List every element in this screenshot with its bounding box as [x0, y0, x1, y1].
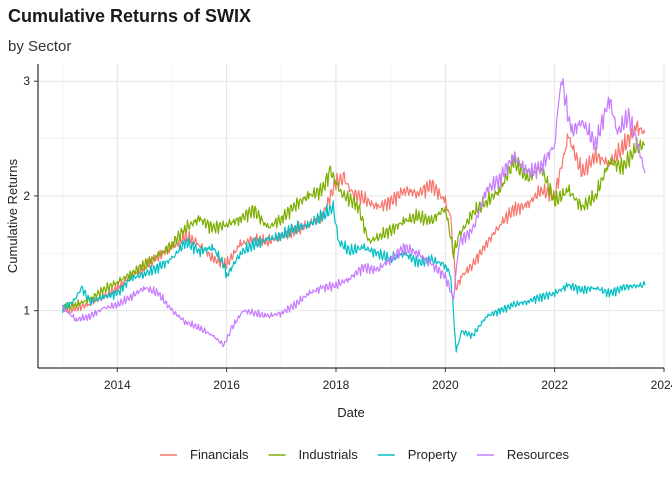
- y-axis-ticks: 1 2 3: [23, 74, 38, 318]
- series-line-industrials: [62, 136, 646, 312]
- x-tick-label: 2020: [432, 378, 459, 392]
- x-tick-label: 2024: [651, 378, 672, 392]
- legend-label-financials: Financials: [190, 447, 249, 462]
- x-axis-ticks: 2014 2016 2018 2020 2022 2024: [104, 368, 672, 392]
- gridlines: [38, 64, 665, 368]
- legend-label-property: Property: [408, 447, 458, 462]
- y-axis-label: Cumulative Returns: [5, 158, 20, 273]
- x-tick-label: 2018: [323, 378, 350, 392]
- y-tick-label: 2: [23, 189, 30, 203]
- x-axis-label: Date: [337, 405, 364, 420]
- legend-label-resources: Resources: [507, 447, 570, 462]
- x-tick-label: 2014: [104, 378, 131, 392]
- y-tick-label: 3: [23, 74, 30, 88]
- chart-title: Cumulative Returns of SWIX: [8, 6, 251, 26]
- chart-subtitle: by Sector: [8, 38, 71, 55]
- legend-label-industrials: Industrials: [299, 447, 359, 462]
- x-tick-label: 2022: [541, 378, 568, 392]
- series-lines: [62, 77, 646, 353]
- x-tick-label: 2016: [213, 378, 240, 392]
- series-line-financials: [62, 120, 646, 314]
- series-line-resources: [62, 77, 646, 348]
- series-line-property: [62, 200, 646, 353]
- y-tick-label: 1: [23, 304, 30, 318]
- legend: Financials Industrials Property Resources: [160, 447, 570, 462]
